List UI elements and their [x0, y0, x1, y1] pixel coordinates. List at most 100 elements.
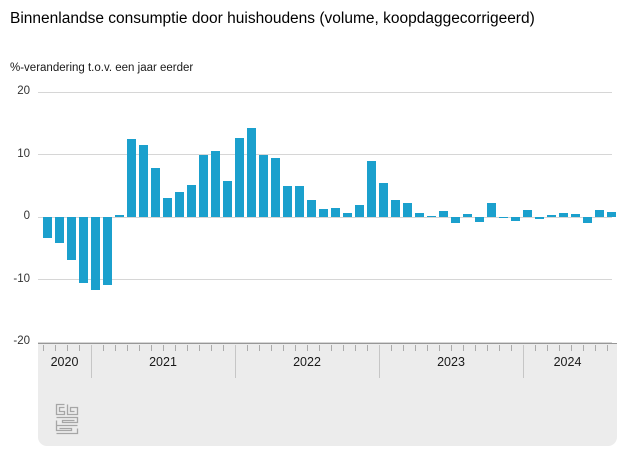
month-tick — [55, 345, 56, 351]
month-tick — [367, 345, 368, 351]
month-tick — [103, 345, 104, 351]
month-tick — [259, 345, 260, 351]
bar[interactable] — [127, 138, 136, 217]
bar[interactable] — [427, 215, 436, 217]
bar[interactable] — [355, 205, 364, 217]
month-tick — [595, 345, 596, 351]
bar[interactable] — [43, 217, 52, 238]
month-tick — [451, 345, 452, 351]
bar[interactable] — [199, 155, 208, 217]
bar[interactable] — [319, 208, 328, 217]
bar[interactable] — [439, 211, 448, 217]
bar[interactable] — [115, 214, 124, 217]
y-axis-tick-label: -10 — [13, 272, 30, 285]
month-tick — [475, 345, 476, 351]
month-tick — [175, 345, 176, 351]
y-axis-tick-label: -20 — [13, 335, 30, 347]
month-tick — [511, 345, 512, 351]
month-tick — [319, 345, 320, 351]
year-separator — [379, 345, 380, 378]
month-tick — [391, 345, 392, 351]
bar[interactable] — [175, 192, 184, 217]
bar[interactable] — [67, 217, 76, 261]
bar[interactable] — [295, 185, 304, 217]
bar[interactable] — [463, 213, 472, 217]
bar[interactable] — [499, 217, 508, 218]
bar[interactable] — [487, 202, 496, 217]
bar[interactable] — [235, 137, 244, 217]
month-tick — [283, 345, 284, 351]
bar[interactable] — [163, 197, 172, 217]
bar[interactable] — [91, 217, 100, 290]
month-tick — [307, 345, 308, 351]
bar[interactable] — [247, 128, 256, 217]
bar[interactable] — [343, 212, 352, 217]
month-tick — [139, 345, 140, 351]
bar[interactable] — [79, 217, 88, 283]
month-tick — [187, 345, 188, 351]
bar[interactable] — [139, 145, 148, 217]
year-label-2021: 2021 — [149, 355, 177, 369]
month-tick — [199, 345, 200, 351]
month-tick — [607, 345, 608, 351]
year-separator — [523, 345, 524, 378]
bar[interactable] — [379, 183, 388, 217]
bar[interactable] — [583, 217, 592, 224]
bar[interactable] — [103, 217, 112, 286]
month-tick — [439, 345, 440, 351]
month-tick — [127, 345, 128, 351]
bar[interactable] — [259, 155, 268, 217]
bar[interactable] — [451, 217, 460, 224]
bar[interactable] — [331, 208, 340, 217]
month-tick — [343, 345, 344, 351]
month-tick — [211, 345, 212, 351]
year-label-2022: 2022 — [293, 355, 321, 369]
gridline--20 — [38, 341, 612, 343]
month-tick — [559, 345, 560, 351]
bar[interactable] — [607, 212, 616, 217]
y-axis-tick-label: 20 — [17, 85, 30, 97]
month-tick — [223, 345, 224, 351]
bar[interactable] — [511, 217, 520, 222]
bar[interactable] — [307, 199, 316, 217]
bar[interactable] — [523, 209, 532, 217]
bar[interactable] — [475, 217, 484, 222]
bar[interactable] — [559, 213, 568, 217]
month-tick — [331, 345, 332, 351]
bar[interactable] — [211, 150, 220, 217]
bar[interactable] — [271, 157, 280, 217]
bar[interactable] — [415, 212, 424, 217]
cbs-logo-icon — [55, 403, 79, 435]
month-tick — [403, 345, 404, 351]
month-tick — [547, 345, 548, 351]
year-separator — [91, 345, 92, 378]
bar[interactable] — [223, 180, 232, 217]
bar[interactable] — [55, 217, 64, 243]
bar[interactable] — [535, 217, 544, 219]
month-tick — [571, 345, 572, 351]
year-label-2023: 2023 — [437, 355, 465, 369]
bar[interactable] — [403, 202, 412, 217]
bar[interactable] — [571, 213, 580, 217]
bar[interactable] — [595, 210, 604, 217]
bar[interactable] — [151, 168, 160, 217]
bar[interactable] — [187, 184, 196, 217]
month-tick — [79, 345, 80, 351]
month-tick — [67, 345, 68, 351]
month-tick — [415, 345, 416, 351]
month-tick — [427, 345, 428, 351]
year-separator — [235, 345, 236, 378]
bar[interactable] — [367, 160, 376, 217]
month-tick — [355, 345, 356, 351]
month-tick — [151, 345, 152, 351]
month-tick — [487, 345, 488, 351]
bar[interactable] — [391, 200, 400, 217]
bar[interactable] — [547, 214, 556, 217]
bar[interactable] — [283, 186, 292, 217]
chart-title: Binnenlandse consumptie door huishoudens… — [10, 10, 535, 27]
year-label-2024: 2024 — [553, 355, 582, 369]
x-axis-band: 2020 2021 2022 2023 2024 — [38, 343, 617, 446]
gridline-20 — [38, 91, 612, 93]
month-tick — [43, 345, 44, 351]
